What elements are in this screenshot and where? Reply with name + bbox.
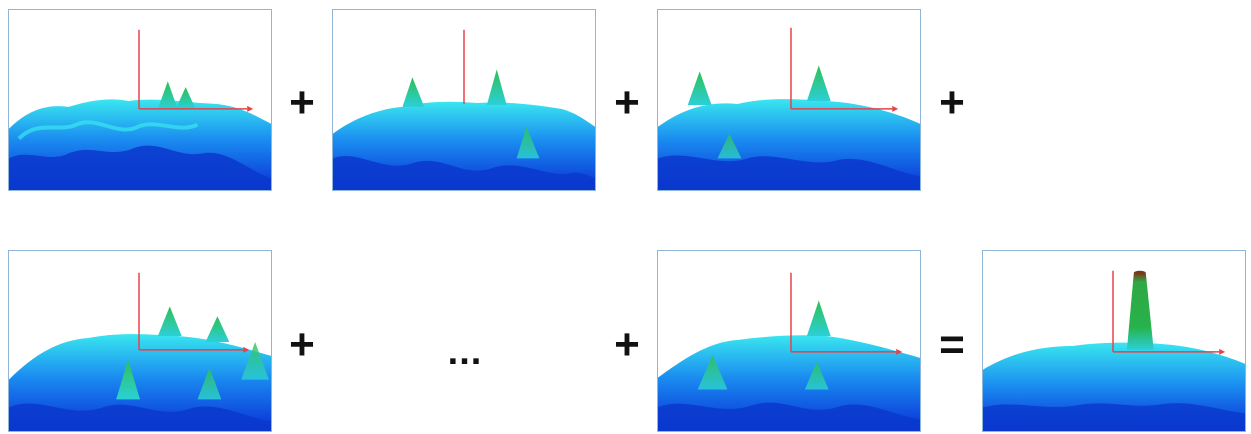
plus-operator-5: + <box>614 320 640 369</box>
surface-plot-n <box>657 250 921 432</box>
plus-operator-2: + <box>614 78 640 127</box>
surface-plot-3 <box>657 9 921 191</box>
surface-plot-4 <box>8 250 272 432</box>
plus-operator-4: + <box>289 320 315 369</box>
surface-plot-n-graphic <box>658 272 920 431</box>
summed-surface-plot-graphic <box>983 270 1245 431</box>
surface-plot-4-graphic <box>9 272 271 431</box>
equals-operator: = <box>939 320 965 369</box>
plus-operator-1: + <box>289 78 315 127</box>
summed-surface-plot <box>982 250 1246 432</box>
surface-plot-3-graphic <box>658 27 920 190</box>
surface-plot-1 <box>8 9 272 191</box>
plus-operator-3: + <box>939 78 965 127</box>
surface-plot-1-graphic <box>9 29 271 190</box>
surface-plot-2 <box>332 9 596 191</box>
ellipsis: ... <box>447 331 483 373</box>
surface-plot-2-graphic <box>333 29 595 190</box>
